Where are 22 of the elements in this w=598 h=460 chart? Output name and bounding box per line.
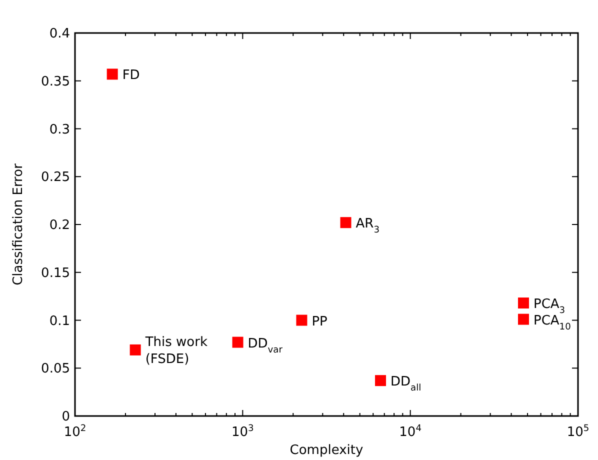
x-tick-label: 10$^{2}$ [64, 424, 86, 440]
x-axis-title: Complexity [290, 443, 364, 458]
annotation: PCA$_{10}$ [533, 313, 572, 332]
annotation: PP [312, 314, 328, 330]
annotation: FD [122, 68, 140, 84]
y-tick-label: 0.35 [41, 74, 70, 90]
y-tick-label: 0.25 [41, 170, 70, 186]
y-axis-title: Classification Error [11, 162, 26, 286]
x-tick-label: 10$^{3}$ [231, 424, 254, 440]
annotation: AR$_{3}$ [356, 216, 380, 236]
y-tick-label: 0.1 [49, 314, 70, 329]
y-tick-label: 0.15 [41, 266, 70, 281]
x-tick-label: 10$^{4}$ [399, 424, 422, 440]
y-tick-label: 0.05 [41, 362, 70, 377]
y-tick-label: 0.4 [49, 26, 70, 42]
annotation: DD$_{all}$ [390, 374, 422, 394]
x-tick-label: 10$^{5}$ [566, 424, 590, 440]
y-tick-label: 0.3 [49, 122, 70, 138]
annotation: DD$_{var}$ [248, 336, 283, 356]
annotation: This work (FSDE) [144, 334, 208, 367]
y-tick-label: 0.2 [49, 218, 70, 233]
y-tick-label: 0 [62, 410, 70, 424]
